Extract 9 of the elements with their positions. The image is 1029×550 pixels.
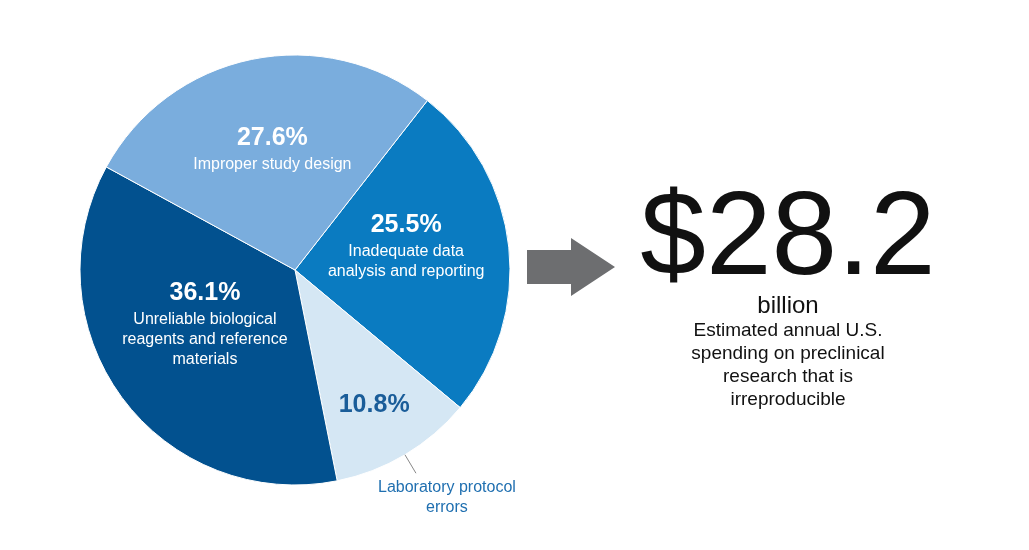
- slice-label: Laboratory protocol errors: [378, 477, 516, 515]
- slice-label: Unreliable biological reagents and reference materials: [122, 310, 288, 368]
- data-label: 25.5%: [370, 209, 442, 238]
- slice-label: Improper study design: [193, 154, 352, 172]
- data-label: 27.6%: [236, 121, 308, 150]
- slice-label: Inadequate data analysis and reporting: [327, 242, 485, 280]
- data-label: 36.1%: [169, 277, 241, 306]
- data-label: 10.8%: [338, 389, 410, 418]
- text: Estimated annual U.S. spending on preclinical research that is irreproducible: [690, 318, 886, 410]
